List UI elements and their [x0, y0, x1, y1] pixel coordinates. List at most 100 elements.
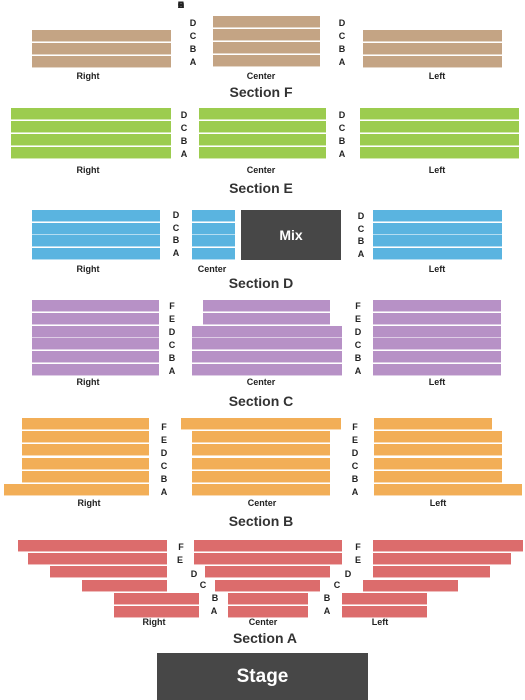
section-c-center-label: Center: [246, 377, 276, 387]
section-e-left-row[interactable]: [360, 121, 519, 133]
section-a-left-row[interactable]: [342, 592, 427, 605]
section-e-right-row[interactable]: [11, 134, 171, 146]
section-a-right-row[interactable]: [50, 566, 167, 579]
section-b-right-row[interactable]: [22, 431, 149, 444]
section-c-right-row[interactable]: [32, 364, 159, 376]
section-f-right-label: Right: [76, 71, 100, 81]
section-c-row-label-right-e: E: [168, 314, 175, 324]
section-d-left-row[interactable]: [373, 222, 502, 235]
section-c-row-label-left-e: E: [354, 314, 361, 324]
section-c-left-row[interactable]: [373, 300, 501, 312]
section-d-left-row[interactable]: [373, 210, 502, 222]
section-b-left-row[interactable]: [374, 431, 502, 444]
section-c-center-row[interactable]: [192, 325, 342, 338]
section-f-center-row[interactable]: [213, 55, 320, 67]
section-a-left-row[interactable]: [373, 553, 511, 566]
section-b-left-row[interactable]: [374, 470, 502, 483]
section-a-center-row[interactable]: [228, 606, 308, 618]
section-c-center-row[interactable]: [203, 312, 330, 325]
section-a-center-row[interactable]: [215, 579, 320, 592]
section-b-right-row[interactable]: [22, 470, 149, 483]
section-a-right-row[interactable]: [28, 553, 167, 566]
section-b-center-row[interactable]: [192, 444, 330, 457]
section-c-center-row[interactable]: [192, 338, 342, 351]
section-a-right-row[interactable]: [82, 579, 167, 592]
section-d-center-row[interactable]: [192, 210, 235, 222]
section-c-right-row[interactable]: [32, 312, 159, 325]
section-d-row-label-right-a: A: [172, 247, 180, 258]
section-a-left-row[interactable]: [373, 566, 490, 579]
mix-booth[interactable]: Mix: [241, 210, 341, 260]
section-c-left-row[interactable]: [373, 364, 501, 376]
section-d-row-label-right-b: B: [172, 235, 180, 245]
section-d-right-row[interactable]: [32, 222, 160, 235]
section-b-right-row[interactable]: [22, 457, 149, 470]
section-f-left-row[interactable]: [363, 56, 502, 68]
section-a-right-row[interactable]: [114, 592, 199, 605]
section-b-left-row[interactable]: [374, 418, 492, 430]
section-a-right-row[interactable]: [114, 606, 199, 618]
section-d-left-row[interactable]: [373, 235, 502, 247]
section-d-title: Section D: [228, 275, 294, 291]
section-d-center-row[interactable]: [192, 235, 235, 247]
section-b-right-row[interactable]: [4, 484, 149, 496]
section-e-right-row[interactable]: [11, 121, 171, 133]
section-c-center-row[interactable]: [192, 364, 342, 376]
section-a-center-row[interactable]: [194, 540, 342, 552]
section-d-center-row[interactable]: [192, 222, 235, 235]
section-c-left-row[interactable]: [373, 325, 501, 338]
section-c-row-label-right-f: F: [169, 301, 175, 311]
section-b-left-row[interactable]: [374, 444, 502, 457]
section-c-right-row[interactable]: [32, 351, 159, 364]
section-b-center-row[interactable]: [192, 457, 330, 470]
section-f-right-row[interactable]: [32, 43, 171, 55]
section-b-left-row[interactable]: [374, 457, 502, 470]
section-f-row-label-left-a: A: [338, 57, 346, 67]
section-e-center-row[interactable]: [199, 147, 326, 159]
section-e-center-row[interactable]: [199, 134, 326, 146]
section-d-right-row[interactable]: [32, 247, 160, 260]
section-a-left-row[interactable]: [342, 606, 427, 618]
section-c-left-row[interactable]: [373, 338, 501, 351]
section-e-left-row[interactable]: [360, 134, 519, 146]
section-a-left-row[interactable]: [373, 540, 523, 552]
section-b-left-row[interactable]: [374, 484, 522, 496]
section-c-right-row[interactable]: [32, 300, 159, 312]
section-e-left-row[interactable]: [360, 147, 519, 159]
section-b-center-row[interactable]: [192, 484, 330, 496]
section-f-right-row[interactable]: [32, 30, 171, 42]
section-d-center-row[interactable]: [192, 247, 235, 260]
section-f-center-row[interactable]: [213, 42, 320, 54]
section-e-left-row[interactable]: [360, 108, 519, 120]
section-b-center-row[interactable]: [192, 431, 330, 444]
section-c-right-row[interactable]: [32, 338, 159, 351]
section-f-center-row[interactable]: [213, 29, 320, 41]
section-d-row-label-left-d: D: [357, 211, 365, 221]
section-f-right-row[interactable]: [32, 56, 171, 68]
section-c-center-row[interactable]: [192, 351, 342, 364]
section-d-right-row[interactable]: [32, 235, 160, 247]
section-a-center-row[interactable]: [194, 553, 342, 566]
section-b-center-row[interactable]: [181, 418, 341, 430]
section-a-center-row[interactable]: [205, 566, 330, 579]
section-a-right-row[interactable]: [18, 540, 167, 552]
section-a-center-row[interactable]: [228, 592, 308, 605]
section-a-left-row[interactable]: [363, 579, 458, 592]
section-e-center-row[interactable]: [199, 108, 326, 120]
section-b-center-row[interactable]: [192, 470, 330, 483]
section-e-right-row[interactable]: [11, 108, 171, 120]
section-b-right-row[interactable]: [22, 444, 149, 457]
section-b-right-row[interactable]: [22, 418, 149, 430]
section-f-center-row[interactable]: [213, 16, 320, 28]
section-d-left-row[interactable]: [373, 247, 502, 260]
section-c-right-row[interactable]: [32, 325, 159, 338]
section-f-left-row[interactable]: [363, 43, 502, 55]
section-c-left-row[interactable]: [373, 351, 501, 364]
section-c-left-row[interactable]: [373, 312, 501, 325]
section-e-right-row[interactable]: [11, 147, 171, 159]
section-d-right-row[interactable]: [32, 210, 160, 222]
section-f-left-row[interactable]: [363, 30, 502, 42]
section-c-center-row[interactable]: [203, 300, 330, 312]
section-f-row-label-right-c: C: [189, 31, 197, 41]
section-e-center-row[interactable]: [199, 121, 326, 133]
